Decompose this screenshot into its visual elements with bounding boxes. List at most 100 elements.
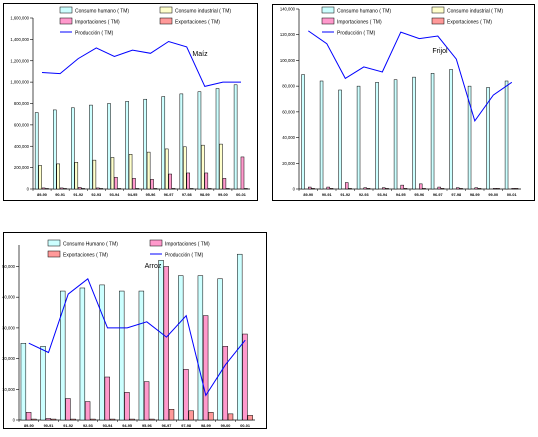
bar bbox=[158, 260, 164, 421]
bar bbox=[493, 188, 497, 190]
bar bbox=[319, 80, 324, 190]
legend-item: Consumo Humano ( TM) bbox=[47, 239, 118, 248]
bar bbox=[129, 418, 135, 421]
bar bbox=[59, 187, 64, 190]
y-tick-label: 60,000 bbox=[282, 109, 295, 114]
bar bbox=[240, 156, 245, 190]
legend-item: Importaciones ( TM) bbox=[59, 17, 120, 26]
bar bbox=[366, 188, 371, 190]
bar bbox=[459, 188, 463, 190]
bar bbox=[163, 266, 169, 421]
legend-label: Consumo humano ( TM) bbox=[75, 9, 129, 15]
legend-item: Producción ( TM) bbox=[150, 253, 204, 259]
bar bbox=[189, 188, 194, 190]
legend-label: Producción ( TM) bbox=[75, 31, 114, 37]
bar bbox=[422, 188, 426, 190]
x-tick-label: 97-98 bbox=[182, 193, 192, 197]
legend-swatch bbox=[159, 6, 173, 14]
bar bbox=[242, 333, 248, 421]
bar bbox=[183, 369, 189, 421]
legend-swatch bbox=[159, 17, 173, 25]
x-tick-label: 93-94 bbox=[377, 193, 388, 197]
legend-item: Consumo humano ( TM) bbox=[321, 6, 391, 15]
y-tick-label: 400,000 bbox=[14, 144, 30, 149]
bar bbox=[146, 151, 151, 190]
bar bbox=[440, 188, 445, 190]
bar bbox=[90, 418, 96, 421]
y-tick-label: 140,000 bbox=[280, 7, 296, 12]
bar bbox=[25, 412, 32, 421]
y-tick-label: 1,600,000 bbox=[10, 16, 29, 21]
legend-label: Consumo Humano ( TM) bbox=[63, 242, 118, 248]
bar bbox=[208, 412, 214, 421]
x-tick-label: 90-91 bbox=[44, 424, 54, 428]
bar bbox=[63, 188, 67, 190]
legend-item: Consumo humano ( TM) bbox=[59, 6, 129, 15]
bar bbox=[96, 187, 100, 190]
y-tick-label: 0 bbox=[27, 187, 30, 192]
x-tick-label: 90-91 bbox=[322, 193, 332, 197]
x-tick-label: 99-00 bbox=[488, 193, 498, 197]
bar bbox=[171, 188, 176, 190]
x-tick-label: 98-99 bbox=[200, 193, 210, 197]
bar bbox=[186, 172, 190, 190]
bar bbox=[110, 157, 115, 190]
x-tick-label: 91-92 bbox=[73, 193, 83, 197]
y-tick-label: 1,200,000 bbox=[10, 58, 29, 63]
bar bbox=[226, 188, 230, 190]
x-tick-label: 00-01 bbox=[240, 424, 250, 428]
bar bbox=[382, 187, 386, 190]
bar bbox=[227, 413, 234, 421]
y-tick-label: 50,000 bbox=[2, 264, 15, 269]
bar bbox=[504, 80, 509, 190]
bar bbox=[60, 290, 66, 421]
bar bbox=[104, 376, 110, 421]
bar bbox=[92, 159, 97, 190]
bar bbox=[45, 418, 51, 421]
bar bbox=[197, 91, 202, 190]
bar bbox=[89, 104, 93, 190]
legend-label: Consumo industrial ( TM) bbox=[447, 9, 503, 15]
bar bbox=[201, 144, 205, 190]
bar bbox=[128, 154, 133, 190]
y-tick-label: 30,000 bbox=[2, 325, 15, 330]
bar bbox=[403, 188, 408, 190]
legend-item: Exportaciones ( TM) bbox=[47, 250, 108, 259]
bar bbox=[244, 188, 248, 190]
bar bbox=[456, 187, 460, 190]
bar bbox=[119, 290, 125, 421]
bar bbox=[149, 418, 155, 421]
bar bbox=[117, 188, 122, 190]
bar bbox=[38, 165, 42, 190]
bar bbox=[77, 187, 82, 190]
legend-item: Importaciones ( TM) bbox=[321, 17, 382, 26]
x-tick-label: 99-00 bbox=[218, 193, 228, 197]
x-tick-label: 92-93 bbox=[91, 193, 101, 197]
bar bbox=[467, 85, 472, 190]
x-tick-label: 91-92 bbox=[340, 193, 350, 197]
bar bbox=[179, 93, 184, 190]
legend-item: Producción ( TM) bbox=[322, 31, 376, 37]
chart-title: Maíz bbox=[192, 51, 208, 58]
chart-1: 0 200,000 400,000 600,000 800,000 1,000,000 1,… bbox=[3, 3, 258, 201]
bar bbox=[56, 163, 60, 190]
bar bbox=[114, 176, 118, 190]
bar bbox=[511, 188, 515, 190]
bar bbox=[178, 275, 184, 421]
y-tick-label: 40,000 bbox=[2, 295, 15, 300]
x-tick-label: 93-94 bbox=[103, 424, 114, 428]
y-tick-label: 40,000 bbox=[282, 135, 295, 140]
y-tick-label: 0 bbox=[13, 418, 16, 423]
x-tick-label: 96-97 bbox=[162, 424, 172, 428]
legend-item: Exportaciones ( TM) bbox=[431, 17, 492, 26]
x-tick-label: 95-96 bbox=[142, 424, 152, 428]
bar bbox=[84, 401, 91, 421]
x-tick-label: 95-96 bbox=[146, 193, 156, 197]
x-tick-label: 97-98 bbox=[451, 193, 461, 197]
bar bbox=[311, 188, 315, 190]
legend-label: Exportaciones ( TM) bbox=[175, 20, 220, 26]
bar bbox=[188, 410, 194, 421]
legend-label: Consumo industrial ( TM) bbox=[175, 9, 231, 15]
bar bbox=[164, 148, 169, 190]
bar bbox=[70, 418, 76, 421]
